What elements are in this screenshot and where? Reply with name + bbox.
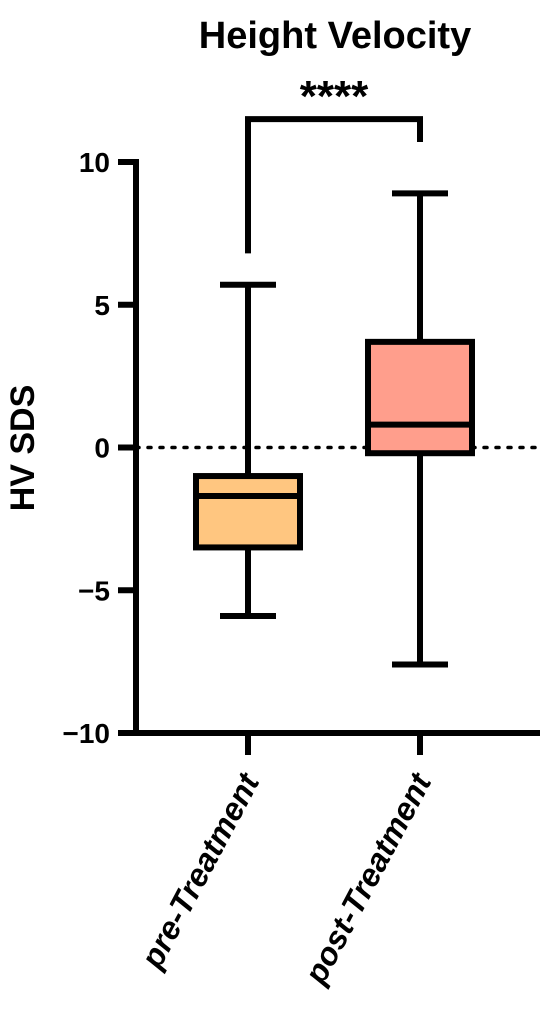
y-tick-label: 0 bbox=[94, 433, 110, 464]
plot-area: −10 −5 0 5 10 pre-Treatment post-Treatment **** bbox=[63, 72, 542, 990]
box-pre-treatment bbox=[193, 473, 303, 551]
y-tick-label: −5 bbox=[78, 575, 110, 606]
chart-title: Height Velocity bbox=[199, 15, 471, 57]
y-tick-label: −10 bbox=[63, 718, 111, 749]
box-post-treatment bbox=[365, 338, 475, 457]
x-tick-label: pre-Treatment bbox=[133, 766, 267, 974]
significance-bracket bbox=[245, 116, 423, 254]
x-tick-label: post-Treatment bbox=[297, 766, 439, 990]
y-tick-label: 5 bbox=[94, 290, 110, 321]
y-axis-label: HV SDS bbox=[4, 385, 42, 512]
significance-label: **** bbox=[300, 72, 369, 121]
y-tick-label: 10 bbox=[79, 147, 110, 178]
